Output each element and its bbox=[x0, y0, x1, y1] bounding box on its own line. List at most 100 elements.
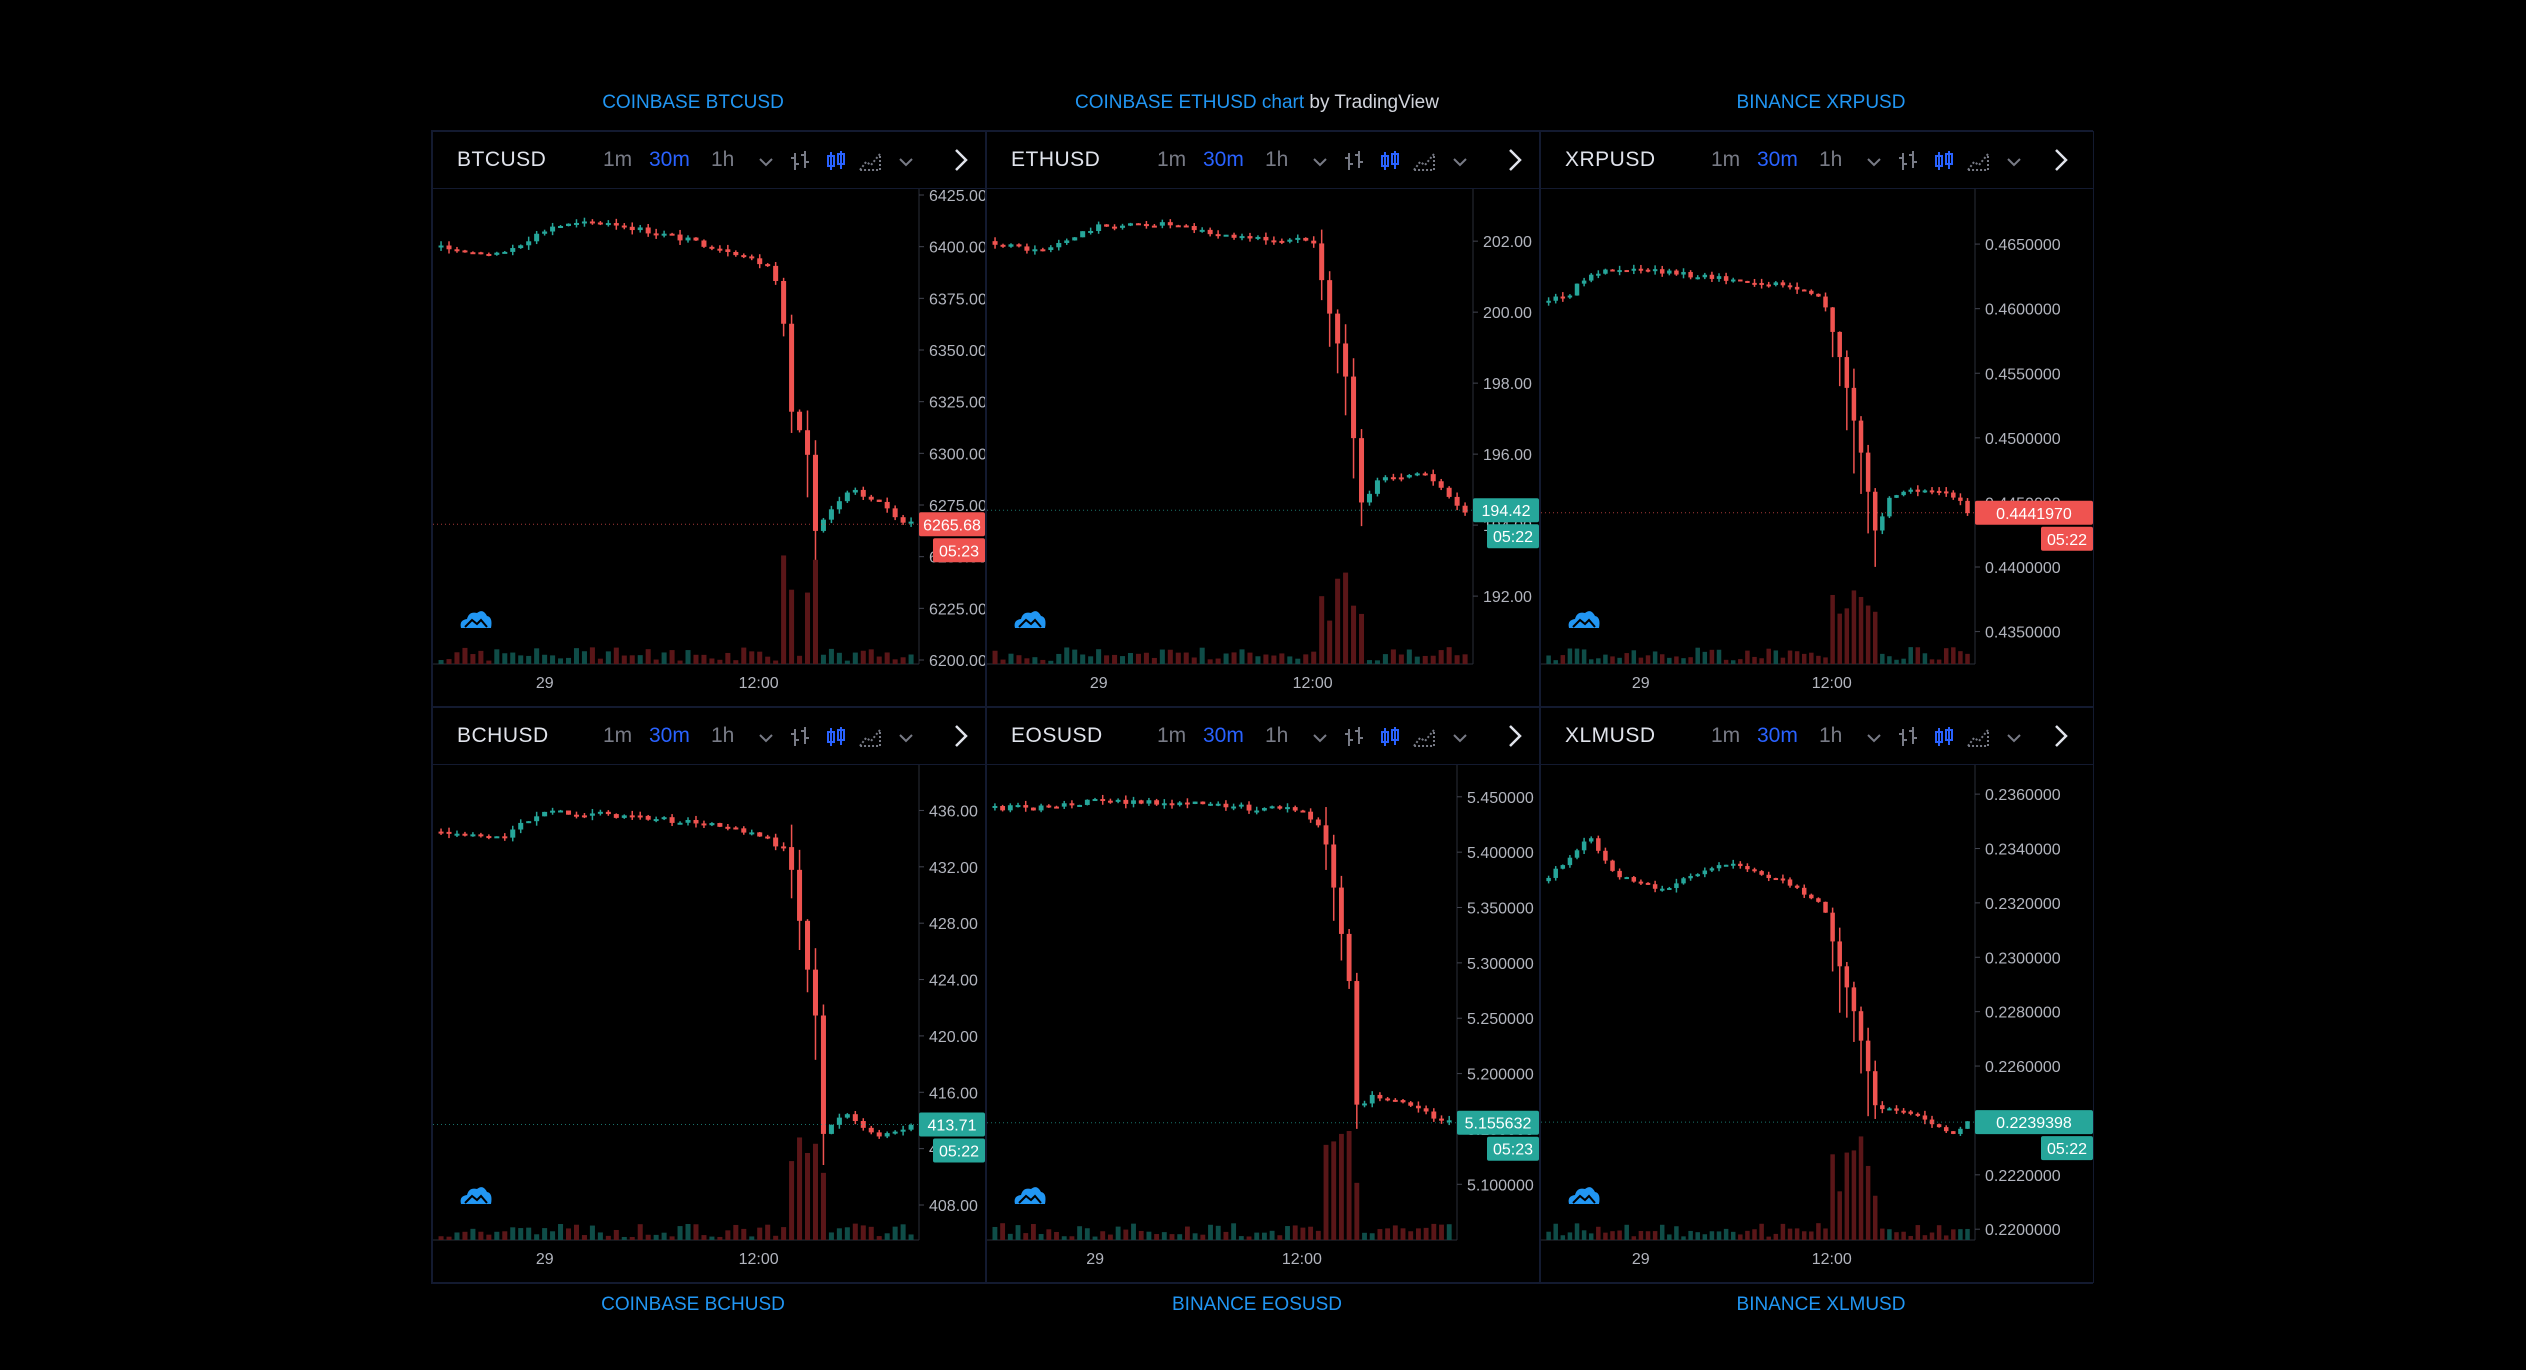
timeframe-1m[interactable]: 1m bbox=[603, 148, 633, 171]
area-chart-icon[interactable] bbox=[1411, 148, 1437, 174]
y-tick-label: 198.00 bbox=[1483, 376, 1532, 393]
candlestick-icon[interactable] bbox=[1931, 724, 1957, 750]
timeframe-1m[interactable]: 1m bbox=[1157, 148, 1187, 171]
candle-body bbox=[1645, 882, 1651, 885]
chevron-down-icon[interactable] bbox=[1447, 148, 1473, 174]
candle-body bbox=[685, 237, 691, 241]
chart-bchusd[interactable]: 436.00432.00428.00424.00420.00416.00412.… bbox=[433, 765, 985, 1284]
area-chart-icon[interactable] bbox=[857, 148, 883, 174]
symbol-label[interactable]: BTCUSD bbox=[457, 148, 547, 171]
timeframe-30m[interactable]: 30m bbox=[1203, 148, 1244, 171]
volume-bar bbox=[1351, 605, 1357, 664]
timeframe-1m[interactable]: 1m bbox=[1157, 724, 1187, 747]
chevron-down-icon[interactable] bbox=[1307, 148, 1333, 174]
bar-chart-icon[interactable] bbox=[787, 148, 813, 174]
caption-link[interactable]: COINBASE ETHUSD chart bbox=[1075, 92, 1305, 113]
timeframe-1h[interactable]: 1h bbox=[711, 724, 735, 747]
candle-body bbox=[1809, 290, 1814, 294]
caption-bchusd[interactable]: COINBASE BCHUSD bbox=[601, 1294, 785, 1315]
chevron-down-icon[interactable] bbox=[893, 724, 919, 750]
area-chart-icon[interactable] bbox=[857, 724, 883, 750]
chevron-down-icon[interactable] bbox=[753, 148, 779, 174]
symbol-label[interactable]: ETHUSD bbox=[1011, 148, 1101, 171]
chevron-down-icon[interactable] bbox=[893, 148, 919, 174]
caption-btcusd[interactable]: COINBASE BTCUSD bbox=[602, 92, 784, 113]
chart-xrpusd[interactable]: 0.4650000 0.4600000 0.4550000 0.4500000 0.44… bbox=[1541, 189, 2093, 708]
bar-chart-icon[interactable] bbox=[1341, 724, 1367, 750]
candlestick-icon[interactable] bbox=[823, 724, 849, 750]
volume-bar bbox=[1415, 1228, 1421, 1240]
caption-xrpusd[interactable]: BINANCE XRPUSD bbox=[1736, 92, 1906, 113]
chart-panel-ethusd[interactable]: ETHUSD 1m 30m 1h 202.00 200.00 198.00 196.00 194… bbox=[986, 131, 1540, 707]
chevron-right-icon[interactable] bbox=[1503, 146, 1527, 174]
candle-body bbox=[1787, 879, 1793, 886]
bar-chart-icon[interactable] bbox=[787, 724, 813, 750]
chevron-right-icon[interactable] bbox=[2049, 146, 2073, 174]
timeframe-1h[interactable]: 1h bbox=[711, 148, 735, 171]
chevron-right-icon[interactable] bbox=[949, 146, 973, 174]
candle-body bbox=[1392, 1099, 1398, 1102]
chart-eosusd[interactable]: 5.450000 5.400000 5.350000 5.300000 5.250000… bbox=[987, 765, 1539, 1284]
symbol-label[interactable]: BCHUSD bbox=[457, 724, 549, 747]
timeframe-1h[interactable]: 1h bbox=[1819, 148, 1843, 171]
y-tick-label: 5.100000 bbox=[1467, 1177, 1534, 1194]
y-tick-label: 416.00 bbox=[929, 1085, 978, 1102]
chevron-down-icon[interactable] bbox=[1307, 724, 1333, 750]
caption-xlmusd[interactable]: BINANCE XLMUSD bbox=[1736, 1294, 1906, 1315]
timeframe-30m[interactable]: 30m bbox=[649, 724, 690, 747]
chevron-right-icon[interactable] bbox=[1503, 722, 1527, 750]
volume-bar bbox=[685, 650, 691, 664]
timeframe-1m[interactable]: 1m bbox=[1711, 724, 1741, 747]
bar-chart-icon[interactable] bbox=[1895, 724, 1921, 750]
candle-body bbox=[573, 222, 579, 225]
volume-bar bbox=[1773, 1233, 1779, 1240]
area-chart-icon[interactable] bbox=[1411, 724, 1437, 750]
candlestick-icon[interactable] bbox=[1377, 148, 1403, 174]
timeframe-30m[interactable]: 30m bbox=[1203, 724, 1244, 747]
chevron-right-icon[interactable] bbox=[2049, 722, 2073, 750]
y-tick-label: 6375.00 bbox=[929, 291, 985, 308]
chevron-down-icon[interactable] bbox=[1861, 724, 1887, 750]
volume-bar bbox=[1207, 659, 1213, 664]
timeframe-1m[interactable]: 1m bbox=[1711, 148, 1741, 171]
candlestick-icon[interactable] bbox=[1931, 148, 1957, 174]
timeframe-1h[interactable]: 1h bbox=[1819, 724, 1843, 747]
volume-bar bbox=[1338, 1133, 1344, 1240]
candle-body bbox=[621, 225, 627, 228]
candle-body bbox=[1702, 870, 1708, 875]
caption-ethusd-tradingview[interactable]: COINBASE ETHUSD chart by TradingView bbox=[977, 92, 1537, 114]
chevron-down-icon[interactable] bbox=[2001, 724, 2027, 750]
chart-panel-eosusd[interactable]: EOSUSD 1m 30m 1h 5.450000 5.400000 5.350000 5.3… bbox=[986, 707, 1540, 1283]
timeframe-1h[interactable]: 1h bbox=[1265, 724, 1289, 747]
symbol-label[interactable]: EOSUSD bbox=[1011, 724, 1103, 747]
timeframe-30m[interactable]: 30m bbox=[649, 148, 690, 171]
y-tick-label: 200.00 bbox=[1483, 305, 1532, 322]
chart-ethusd[interactable]: 202.00200.00198.00196.00194.00192.002912… bbox=[987, 189, 1539, 708]
chart-xlmusd[interactable]: 0.2360000 0.2340000 0.2320000 0.2300000 0.22… bbox=[1541, 765, 2093, 1284]
candle-body bbox=[1000, 244, 1006, 247]
chart-panel-btcusd[interactable]: BTCUSD 1m 30m 1h 6425.00 6400.00 6375.00 6350.0… bbox=[432, 131, 986, 707]
area-chart-icon[interactable] bbox=[1965, 724, 1991, 750]
bar-chart-icon[interactable] bbox=[1341, 148, 1367, 174]
chart-panel-xlmusd[interactable]: XLMUSD 1m 30m 1h 0.2360000 0.2340000 0.2320000… bbox=[1540, 707, 2094, 1283]
timeframe-1h[interactable]: 1h bbox=[1265, 148, 1289, 171]
timeframe-30m[interactable]: 30m bbox=[1757, 148, 1798, 171]
symbol-label[interactable]: XRPUSD bbox=[1565, 148, 1656, 171]
caption-eosusd[interactable]: BINANCE EOSUSD bbox=[1172, 1294, 1342, 1315]
chart-panel-bchusd[interactable]: BCHUSD 1m 30m 1h 436.00 432.00 428.00 424.00 420… bbox=[432, 707, 986, 1283]
timeframe-1m[interactable]: 1m bbox=[603, 724, 633, 747]
candle-body bbox=[765, 836, 771, 839]
candlestick-icon[interactable] bbox=[823, 148, 849, 174]
chart-btcusd[interactable]: 6425.00 6400.00 6375.00 6350.00 6325.00 6300.… bbox=[433, 189, 985, 708]
chevron-right-icon[interactable] bbox=[949, 722, 973, 750]
chevron-down-icon[interactable] bbox=[753, 724, 779, 750]
symbol-label[interactable]: XLMUSD bbox=[1565, 724, 1656, 747]
chart-panel-xrpusd[interactable]: XRPUSD 1m 30m 1h 0.4650000 0.4600000 0.4550000… bbox=[1540, 131, 2094, 707]
chevron-down-icon[interactable] bbox=[2001, 148, 2027, 174]
timeframe-30m[interactable]: 30m bbox=[1757, 724, 1798, 747]
area-chart-icon[interactable] bbox=[1965, 148, 1991, 174]
candlestick-icon[interactable] bbox=[1377, 724, 1403, 750]
chevron-down-icon[interactable] bbox=[1861, 148, 1887, 174]
chevron-down-icon[interactable] bbox=[1447, 724, 1473, 750]
bar-chart-icon[interactable] bbox=[1895, 148, 1921, 174]
